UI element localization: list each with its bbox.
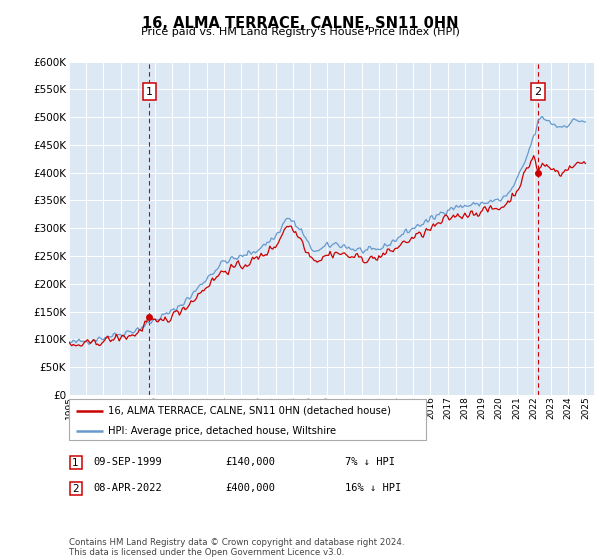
Text: £140,000: £140,000: [225, 457, 275, 467]
Text: HPI: Average price, detached house, Wiltshire: HPI: Average price, detached house, Wilt…: [108, 426, 337, 436]
FancyBboxPatch shape: [70, 456, 82, 469]
Text: 1: 1: [72, 458, 79, 468]
Text: 1: 1: [146, 87, 153, 96]
Text: 16% ↓ HPI: 16% ↓ HPI: [345, 483, 401, 493]
Text: Price paid vs. HM Land Registry's House Price Index (HPI): Price paid vs. HM Land Registry's House …: [140, 27, 460, 37]
Text: 16, ALMA TERRACE, CALNE, SN11 0HN (detached house): 16, ALMA TERRACE, CALNE, SN11 0HN (detac…: [108, 405, 391, 416]
Text: 2: 2: [72, 484, 79, 494]
FancyBboxPatch shape: [70, 482, 82, 496]
Text: 09-SEP-1999: 09-SEP-1999: [93, 457, 162, 467]
FancyBboxPatch shape: [69, 399, 426, 440]
Text: £400,000: £400,000: [225, 483, 275, 493]
Text: 2: 2: [535, 87, 542, 96]
Text: 7% ↓ HPI: 7% ↓ HPI: [345, 457, 395, 467]
Text: 08-APR-2022: 08-APR-2022: [93, 483, 162, 493]
Text: 16, ALMA TERRACE, CALNE, SN11 0HN: 16, ALMA TERRACE, CALNE, SN11 0HN: [142, 16, 458, 31]
Text: Contains HM Land Registry data © Crown copyright and database right 2024.
This d: Contains HM Land Registry data © Crown c…: [69, 538, 404, 557]
